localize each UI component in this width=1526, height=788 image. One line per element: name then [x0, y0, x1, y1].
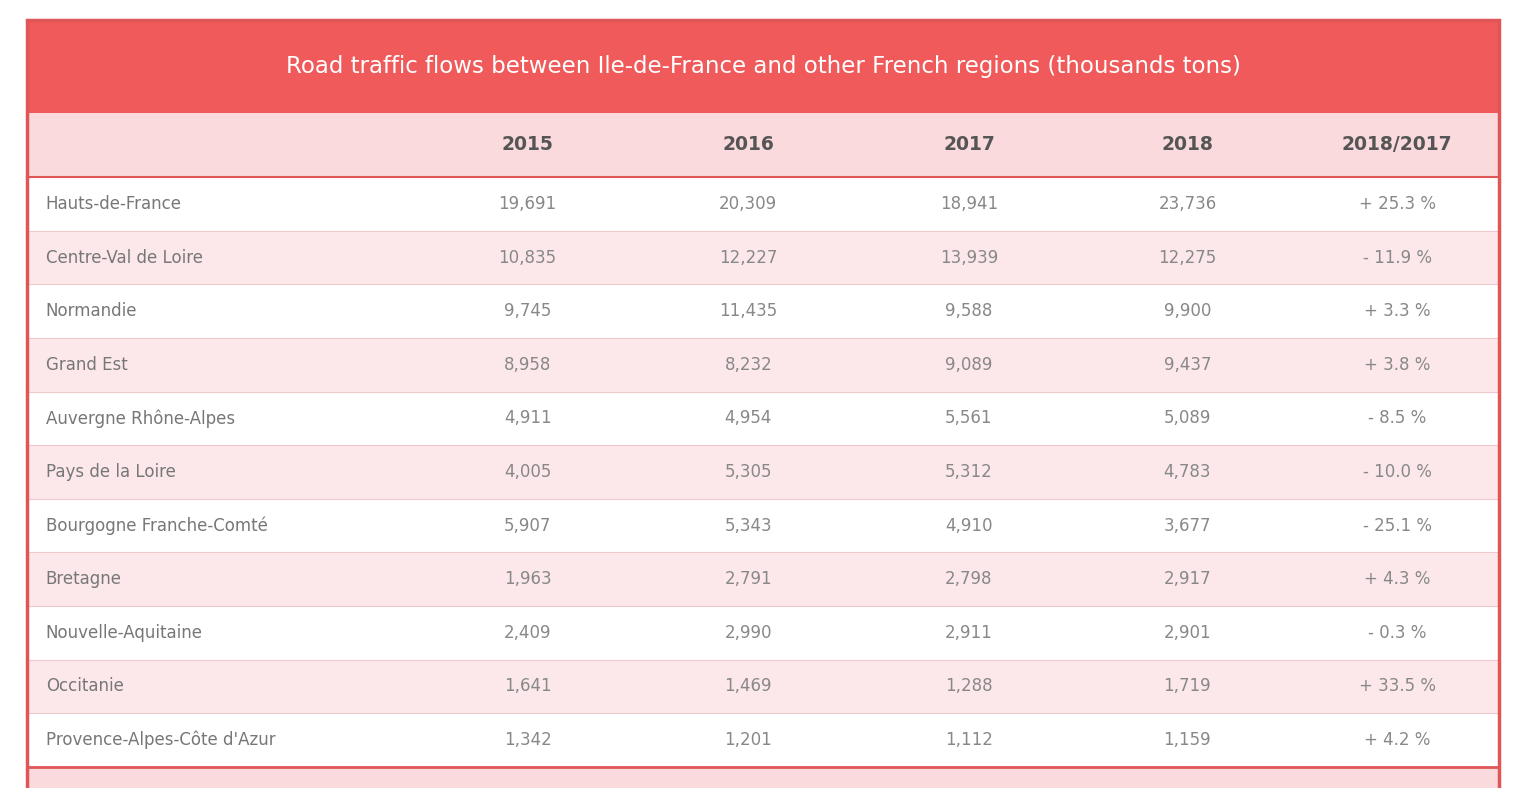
Text: 2015: 2015 [502, 136, 554, 154]
Text: 1,719: 1,719 [1164, 678, 1212, 695]
Text: 4,954: 4,954 [725, 410, 772, 427]
Text: 5,089: 5,089 [1164, 410, 1212, 427]
FancyBboxPatch shape [27, 392, 1499, 445]
Text: 4,910: 4,910 [945, 517, 993, 534]
Text: Centre-Val de Loire: Centre-Val de Loire [46, 249, 203, 266]
Text: + 33.5 %: + 33.5 % [1358, 678, 1436, 695]
Text: 1,469: 1,469 [725, 678, 772, 695]
Text: 8,232: 8,232 [725, 356, 772, 374]
FancyBboxPatch shape [27, 499, 1499, 552]
Text: 5,343: 5,343 [725, 517, 772, 534]
Text: 1,963: 1,963 [504, 571, 551, 588]
Text: 9,089: 9,089 [945, 356, 992, 374]
Text: 5,312: 5,312 [945, 463, 993, 481]
Text: Normandie: Normandie [46, 303, 137, 320]
Text: 1,112: 1,112 [945, 731, 993, 749]
Text: - 0.3 %: - 0.3 % [1367, 624, 1427, 641]
Text: 12,275: 12,275 [1158, 249, 1216, 266]
Text: 1,342: 1,342 [504, 731, 551, 749]
Text: 2,901: 2,901 [1164, 624, 1212, 641]
Text: 2,990: 2,990 [725, 624, 772, 641]
Text: 2018/2017: 2018/2017 [1341, 136, 1453, 154]
Text: 18,941: 18,941 [940, 195, 998, 213]
FancyBboxPatch shape [27, 552, 1499, 606]
Text: 2017: 2017 [943, 136, 995, 154]
Text: 19,691: 19,691 [499, 195, 557, 213]
Text: Auvergne Rhône-Alpes: Auvergne Rhône-Alpes [46, 409, 235, 428]
Text: + 3.8 %: + 3.8 % [1364, 356, 1430, 374]
Text: + 4.2 %: + 4.2 % [1364, 731, 1430, 749]
Text: 5,907: 5,907 [504, 517, 551, 534]
Text: 23,736: 23,736 [1158, 195, 1216, 213]
Text: 2,917: 2,917 [1164, 571, 1212, 588]
Text: - 25.1 %: - 25.1 % [1363, 517, 1431, 534]
Text: 8,958: 8,958 [504, 356, 551, 374]
Text: 2,911: 2,911 [945, 624, 993, 641]
Text: 2018: 2018 [1161, 136, 1213, 154]
Text: 20,309: 20,309 [719, 195, 777, 213]
Text: + 3.3 %: + 3.3 % [1364, 303, 1430, 320]
Text: 3,677: 3,677 [1164, 517, 1212, 534]
Text: 1,641: 1,641 [504, 678, 551, 695]
FancyBboxPatch shape [27, 284, 1499, 338]
Text: Road traffic flows between Ile-de-France and other French regions (thousands ton: Road traffic flows between Ile-de-France… [285, 54, 1241, 78]
Text: 5,305: 5,305 [725, 463, 772, 481]
Text: 11,435: 11,435 [719, 303, 777, 320]
FancyBboxPatch shape [27, 660, 1499, 713]
Text: Grand Est: Grand Est [46, 356, 128, 374]
Text: Nouvelle-Aquitaine: Nouvelle-Aquitaine [46, 624, 203, 641]
Text: 4,911: 4,911 [504, 410, 551, 427]
FancyBboxPatch shape [27, 713, 1499, 767]
FancyBboxPatch shape [27, 177, 1499, 231]
FancyBboxPatch shape [27, 231, 1499, 284]
Text: 12,227: 12,227 [719, 249, 777, 266]
Text: 1,288: 1,288 [945, 678, 993, 695]
Text: + 25.3 %: + 25.3 % [1358, 195, 1436, 213]
Text: 4,783: 4,783 [1164, 463, 1212, 481]
Text: Pays de la Loire: Pays de la Loire [46, 463, 175, 481]
Text: Bretagne: Bretagne [46, 571, 122, 588]
Text: Bourgogne Franche-Comté: Bourgogne Franche-Comté [46, 516, 267, 535]
Text: 9,437: 9,437 [1164, 356, 1212, 374]
Text: 13,939: 13,939 [940, 249, 998, 266]
Text: 2,798: 2,798 [945, 571, 993, 588]
Text: 1,159: 1,159 [1164, 731, 1212, 749]
Text: Occitanie: Occitanie [46, 678, 124, 695]
FancyBboxPatch shape [27, 767, 1499, 788]
Text: 5,561: 5,561 [945, 410, 993, 427]
FancyBboxPatch shape [27, 20, 1499, 113]
Text: - 10.0 %: - 10.0 % [1363, 463, 1431, 481]
FancyBboxPatch shape [27, 606, 1499, 660]
FancyBboxPatch shape [27, 113, 1499, 177]
FancyBboxPatch shape [27, 338, 1499, 392]
Text: 9,588: 9,588 [945, 303, 992, 320]
Text: 9,900: 9,900 [1164, 303, 1212, 320]
Text: 4,005: 4,005 [504, 463, 551, 481]
Text: 2016: 2016 [722, 136, 774, 154]
Text: 10,835: 10,835 [499, 249, 557, 266]
Text: 2,409: 2,409 [504, 624, 551, 641]
Text: + 4.3 %: + 4.3 % [1364, 571, 1430, 588]
Text: Hauts-de-France: Hauts-de-France [46, 195, 182, 213]
Text: - 11.9 %: - 11.9 % [1363, 249, 1431, 266]
Text: 9,745: 9,745 [504, 303, 551, 320]
Text: Provence-Alpes-Côte d'Azur: Provence-Alpes-Côte d'Azur [46, 730, 275, 749]
Text: - 8.5 %: - 8.5 % [1367, 410, 1427, 427]
Text: 2,791: 2,791 [725, 571, 772, 588]
FancyBboxPatch shape [27, 445, 1499, 499]
Text: 1,201: 1,201 [725, 731, 772, 749]
